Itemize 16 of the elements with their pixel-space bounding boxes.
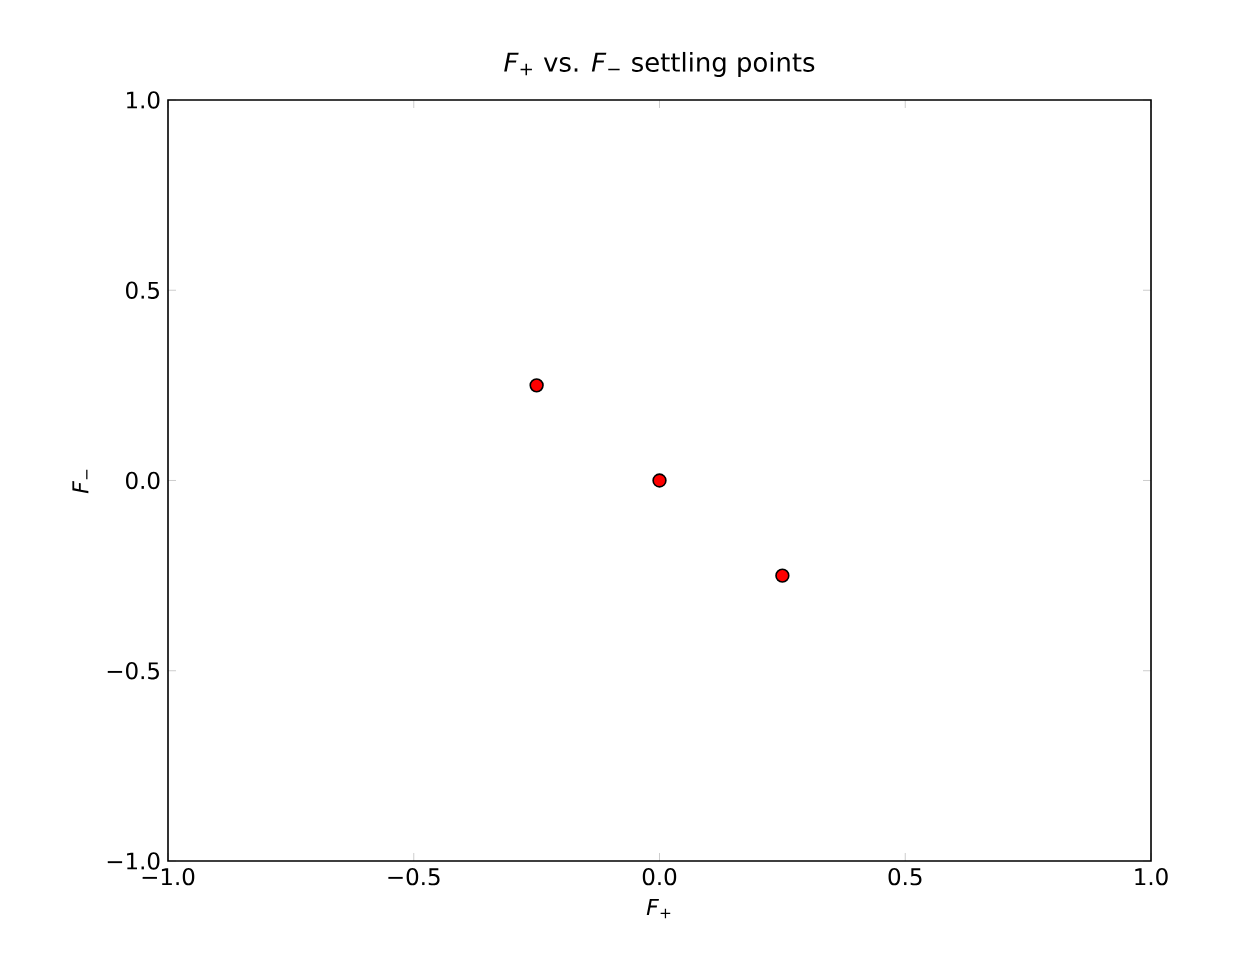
point	[529, 378, 544, 393]
chart-title: F$_{+}$ vs. F$_{−}$ settling points	[504, 51, 815, 77]
x-tick-label: 0.5	[888, 868, 922, 886]
x-axis-title: F$_{+}$	[646, 899, 671, 919]
x-tick-label: 1.0	[1135, 868, 1168, 886]
y-tick-label: −0.5	[107, 662, 159, 680]
point	[775, 568, 790, 583]
point	[652, 473, 667, 488]
y-axis-title: F$_{−}$	[72, 469, 89, 494]
x-tick-label: 0.0	[642, 868, 677, 886]
x-tick-label: −1.0	[142, 868, 195, 886]
y-tick-label: 0.5	[126, 281, 159, 299]
x-tick-label: −0.5	[388, 868, 440, 886]
y-tick-label: 0.0	[126, 471, 160, 490]
y-tick-label: −1.0	[107, 852, 160, 870]
y-tick-label: 1.0	[127, 91, 160, 109]
